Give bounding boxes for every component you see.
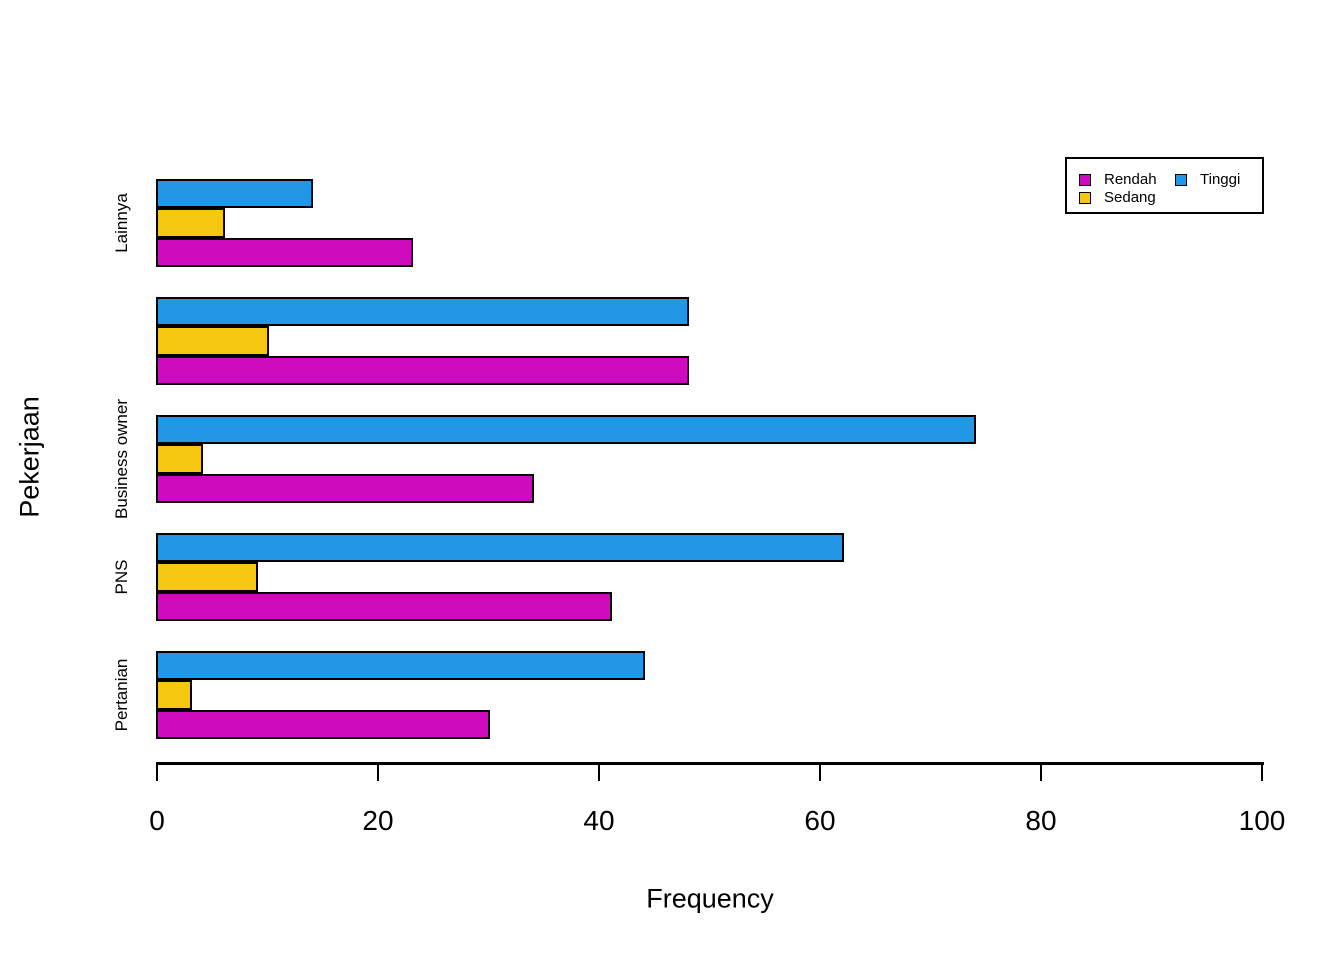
bar-row2-sedang xyxy=(155,326,269,357)
x-tick-label: 20 xyxy=(362,805,394,836)
legend-item-rendah: Rendah xyxy=(1079,172,1157,188)
bar-pertanian-sedang xyxy=(155,680,192,711)
bar-row2-tinggi xyxy=(155,297,689,327)
category-label-lainnya: Lainnya xyxy=(112,193,131,253)
bar-business-owner-rendah xyxy=(155,473,535,504)
bar-row2-rendah xyxy=(155,355,689,386)
y-axis-title: Pekerjaan xyxy=(14,396,45,518)
legend-item-tinggi: Tinggi xyxy=(1175,172,1240,188)
bar-pns-rendah xyxy=(155,591,612,622)
legend-swatch-rendah xyxy=(1079,174,1091,186)
bar-lainnya-tinggi xyxy=(155,179,314,209)
x-tick-label: 60 xyxy=(804,805,836,836)
legend-swatch-tinggi xyxy=(1175,174,1187,186)
bar-pertanian-rendah xyxy=(155,709,490,740)
x-tick xyxy=(1039,762,1043,781)
x-axis-line xyxy=(155,762,1264,765)
x-tick xyxy=(597,762,601,781)
bar-lainnya-sedang xyxy=(155,208,225,239)
legend-item-sedang: Sedang xyxy=(1079,190,1156,206)
x-tick xyxy=(155,762,159,781)
category-label-business-owner: Business owner xyxy=(112,399,131,520)
bar-lainnya-rendah xyxy=(155,237,413,268)
x-tick-label: 100 xyxy=(1238,805,1286,836)
x-tick xyxy=(376,762,380,781)
bar-pns-tinggi xyxy=(155,533,844,563)
bar-pertanian-tinggi xyxy=(155,651,645,681)
legend: Rendah Sedang Tinggi xyxy=(1065,157,1264,214)
bar-pns-sedang xyxy=(155,562,258,593)
x-tick xyxy=(818,762,822,781)
legend-label-rendah: Rendah xyxy=(1104,171,1157,188)
legend-label-sedang: Sedang xyxy=(1104,189,1156,206)
x-tick-label: 0 xyxy=(149,805,165,836)
x-tick-label: 80 xyxy=(1025,805,1057,836)
legend-label-tinggi: Tinggi xyxy=(1200,171,1241,188)
x-axis-title: Frequency xyxy=(646,883,774,914)
x-tick xyxy=(1260,762,1264,781)
bar-business-owner-sedang xyxy=(155,444,203,475)
category-label-pertanian: Pertanian xyxy=(112,658,131,732)
legend-swatch-sedang xyxy=(1079,192,1091,204)
bar-business-owner-tinggi xyxy=(155,415,977,445)
x-tick-label: 40 xyxy=(583,805,615,836)
category-label-pns: PNS xyxy=(112,559,131,595)
